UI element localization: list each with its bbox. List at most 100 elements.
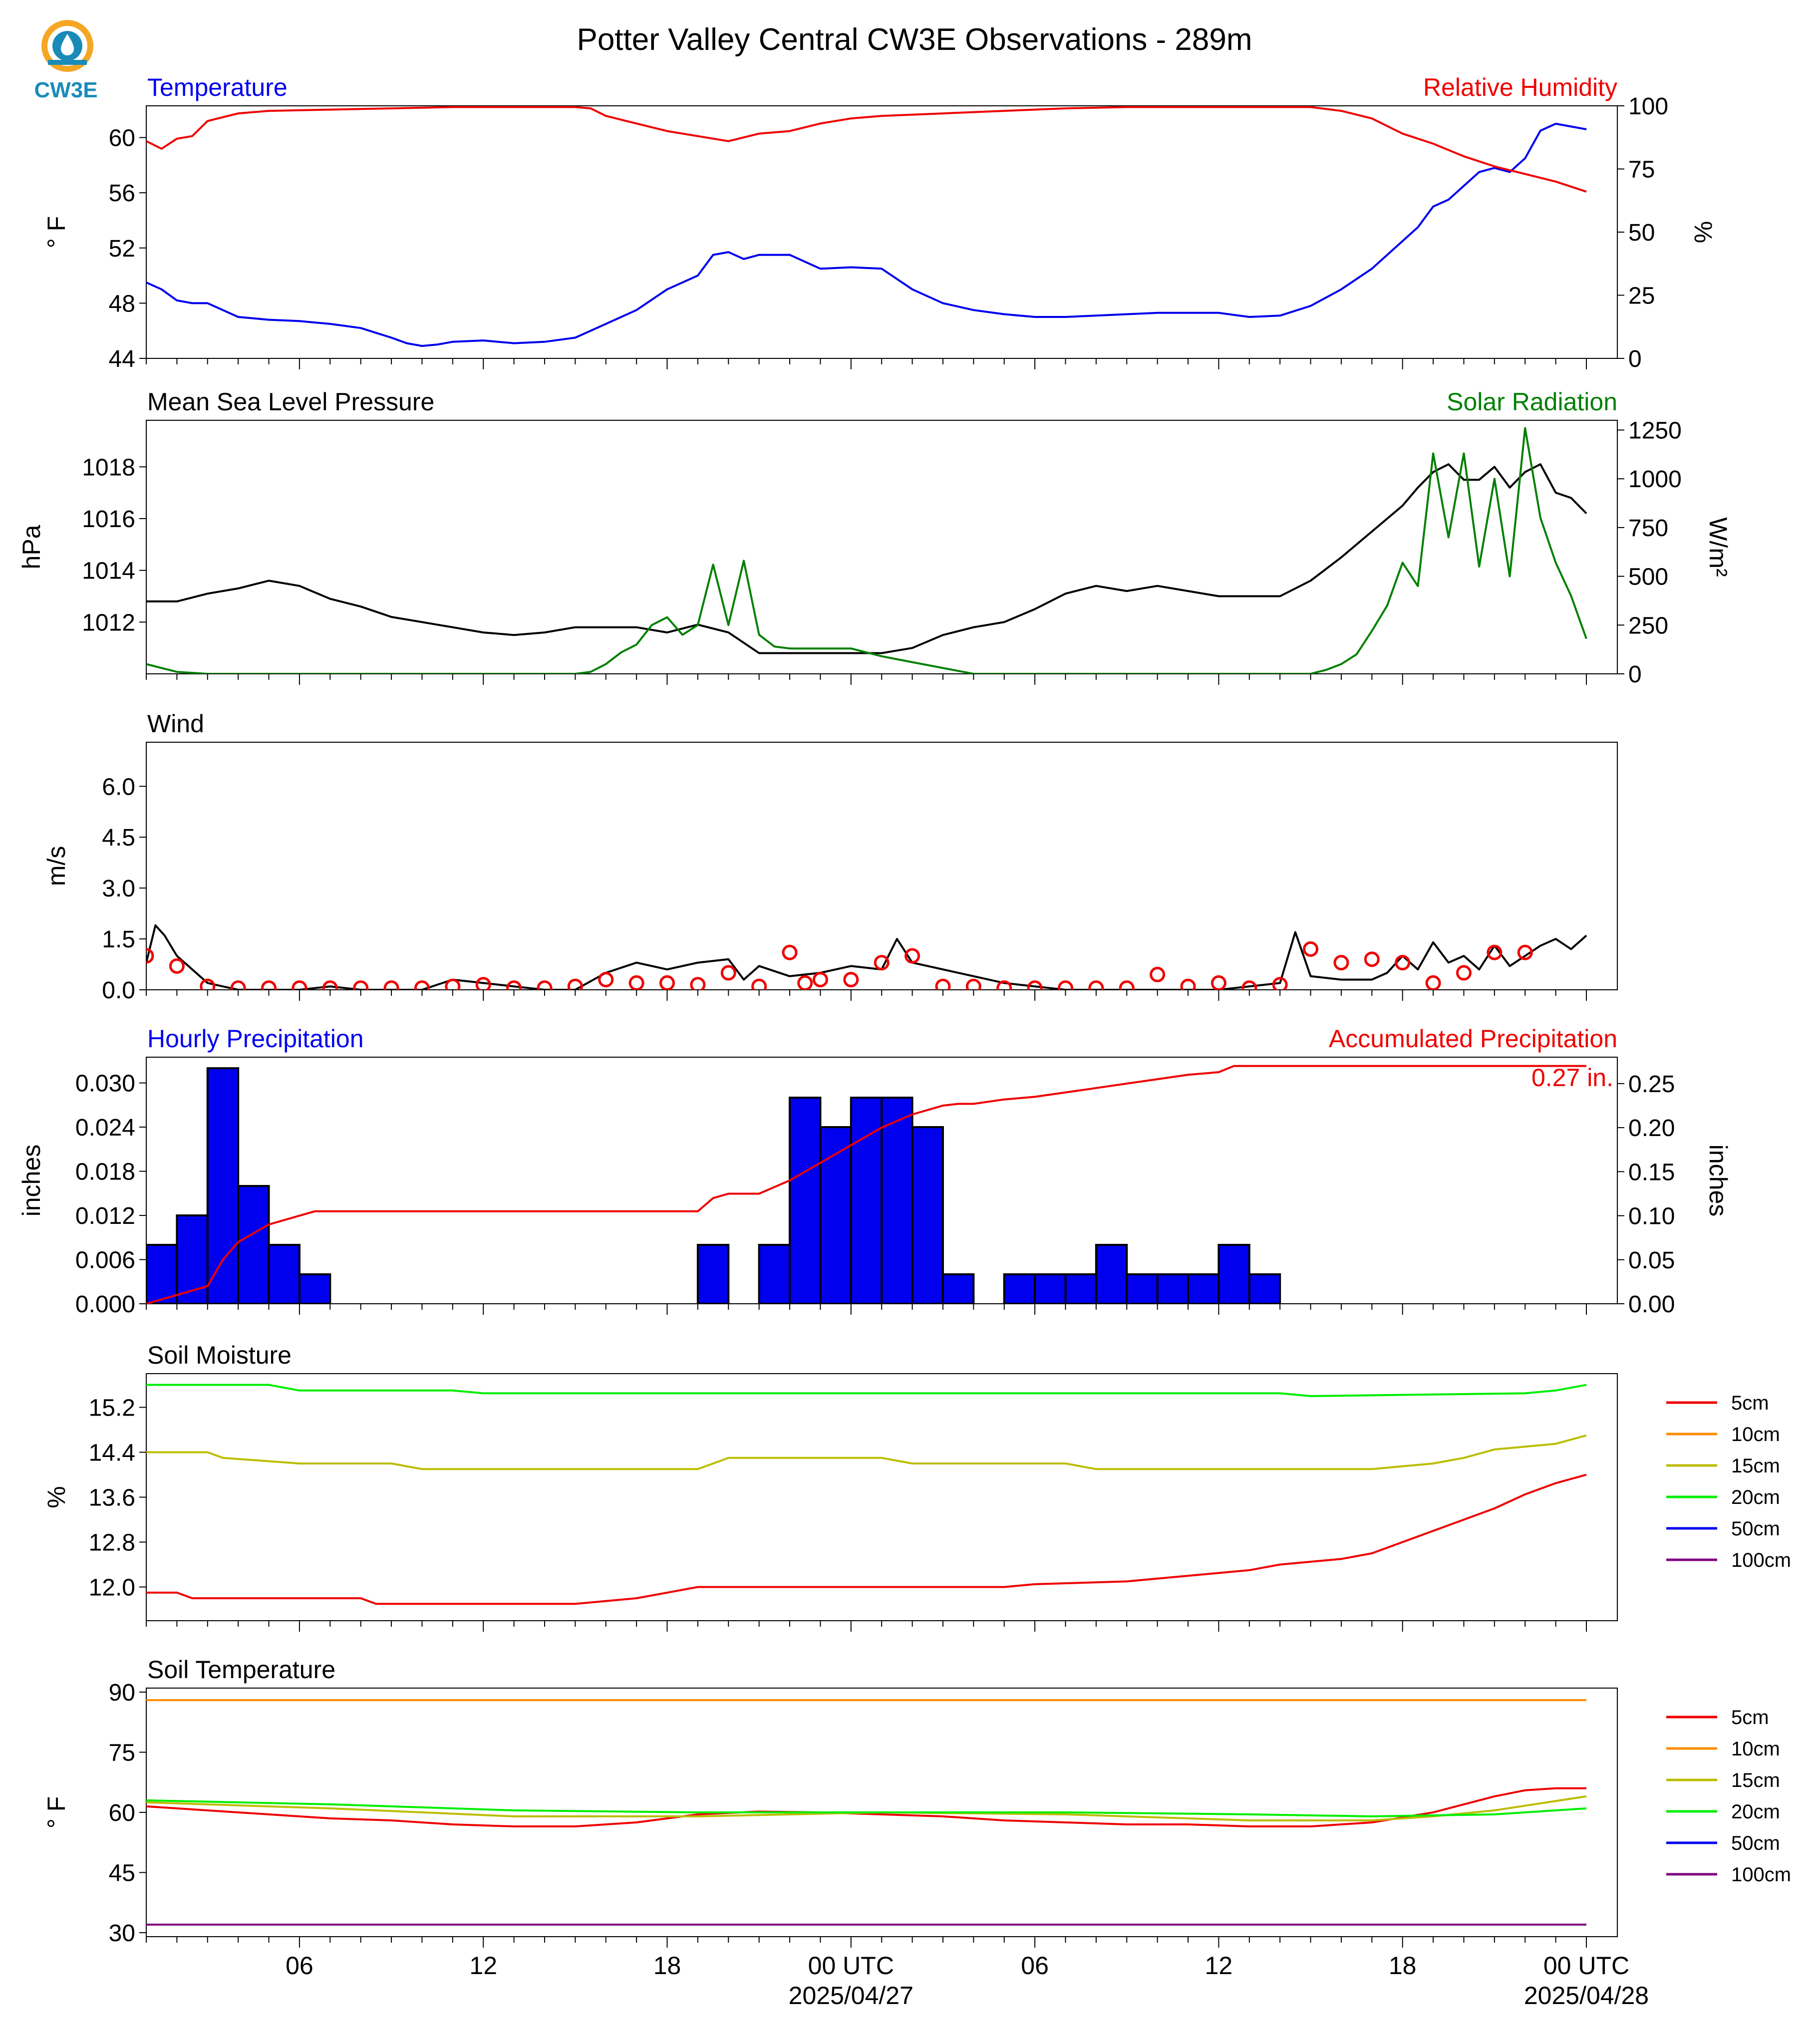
wind-barb-marker: [690, 977, 706, 990]
wind-barb-marker: [1211, 975, 1226, 990]
x-tick-label: 18: [653, 1952, 681, 1980]
y-tick-label: 60: [109, 125, 135, 152]
wind-barb-marker: [1150, 966, 1166, 982]
wind-barb-marker: [1303, 941, 1319, 957]
y-tick-label: 90: [109, 1680, 135, 1706]
precip-bar: [1095, 1244, 1128, 1304]
y2-tick-label: 750: [1628, 515, 1668, 542]
wind-barb-marker: [169, 958, 185, 974]
legend-label: 50cm: [1731, 1518, 1780, 1540]
series-20cm: [146, 1384, 1587, 1397]
y2-tick-label: 0: [1628, 661, 1642, 688]
wind-barb-marker: [1180, 978, 1196, 990]
x-date-label: 2025/04/27: [789, 1982, 913, 2010]
wind-barb-marker: [935, 978, 951, 990]
y-tick-label: 1014: [82, 558, 135, 584]
panel-title-left: Mean Sea Level Pressure: [147, 388, 434, 416]
precip-bar: [1248, 1273, 1281, 1304]
legend-label: 5cm: [1731, 1392, 1769, 1414]
legend-label: 100cm: [1731, 1549, 1791, 1571]
y-axis-label: m/s: [42, 846, 70, 886]
y2-axis-label: W/m²: [1704, 517, 1732, 577]
wind-barb-marker: [874, 955, 890, 971]
y2-tick-label: 0.05: [1628, 1247, 1675, 1274]
panel-soil-moisture: Soil Moisture 12.0 12.8 13.6 14.4 15.2% 5cm 10c…: [42, 1341, 1791, 1632]
precip-bar: [176, 1214, 209, 1304]
x-tick-label: 12: [1205, 1952, 1233, 1980]
panel-title-right: Solar Radiation: [1447, 388, 1617, 416]
legend-label: 15cm: [1731, 1455, 1780, 1477]
panel-wind: Wind 0.0 1.5 3.0 4.5 6.0 m/s: [42, 710, 1618, 1004]
wind-barb-marker: [797, 975, 813, 990]
precip-bar: [1064, 1273, 1097, 1304]
y-axis-label: %: [42, 1486, 70, 1508]
wind-barb-marker: [322, 980, 338, 990]
precip-bar: [268, 1244, 301, 1304]
precip-bar: [1003, 1273, 1036, 1304]
wind-barb-marker: [812, 972, 828, 988]
legend-label: 10cm: [1731, 1424, 1780, 1446]
x-tick-label: 06: [1021, 1952, 1049, 1980]
wind-barb-marker: [1517, 944, 1533, 960]
y2-tick-label: 25: [1628, 283, 1655, 309]
panel-frame: [146, 1373, 1618, 1621]
y-tick-label: 6.0: [102, 774, 135, 800]
series-wind: [146, 924, 1587, 990]
wind-barb-marker: [1057, 980, 1073, 990]
y-axis-label: inches: [17, 1145, 45, 1217]
y-axis-label: ° F: [42, 1796, 70, 1828]
panel-pressure-solar: Mean Sea Level Pressure Solar Radiation 10…: [17, 388, 1732, 688]
x-tick-label: 18: [1389, 1952, 1417, 1980]
y-tick-label: 44: [109, 346, 135, 372]
wind-barb-marker: [1088, 980, 1104, 990]
panel-title-left: Soil Temperature: [147, 1656, 335, 1684]
panel-soil-temperature: Soil Temperature 30 45 60 75 90 ° F 5cm 10cm 15cm…: [42, 1656, 1791, 1948]
precip-bar: [237, 1185, 270, 1304]
y-tick-label: 0.024: [75, 1115, 135, 1141]
data-layer: [146, 1699, 1587, 1926]
logo-text: CW3E: [34, 78, 97, 102]
series-15cm: [146, 1434, 1587, 1470]
precip-bar: [850, 1097, 883, 1304]
precip-bar: [1156, 1273, 1190, 1304]
y-tick-label: 56: [109, 180, 135, 207]
x-date-label: 2025/04/28: [1524, 1982, 1649, 2010]
series-mean-sea-level-pressure: [146, 463, 1587, 654]
y-tick-label: 0.000: [75, 1291, 135, 1318]
y-tick-label: 1.5: [102, 926, 135, 953]
wind-barb-marker: [1333, 955, 1349, 971]
wind-barb-marker: [1241, 980, 1257, 990]
y2-tick-label: 75: [1628, 157, 1655, 183]
precip-bar: [1187, 1273, 1220, 1304]
y-tick-label: 15.2: [89, 1395, 135, 1422]
y2-tick-label: 0: [1628, 346, 1642, 372]
legend-label: 20cm: [1731, 1486, 1780, 1508]
wind-barb-marker: [146, 948, 154, 964]
wind-barb-marker: [751, 978, 767, 990]
wind-barb-marker: [261, 980, 277, 990]
panels: Temperature Relative Humidity 44 48 52 56 60 ° …: [17, 73, 1791, 2010]
panel-precipitation: Hourly Precipitation Accumulated Precipit…: [17, 1025, 1732, 1318]
y2-tick-label: 250: [1628, 612, 1668, 639]
y2-tick-label: 100: [1628, 93, 1668, 120]
x-tick-label: 00 UTC: [808, 1952, 894, 1980]
wind-barb-marker: [383, 980, 399, 990]
panel-frame: [146, 742, 1618, 990]
wind-barb-marker: [628, 975, 644, 990]
precip-bar: [941, 1273, 975, 1304]
y2-tick-label: 0.00: [1628, 1291, 1675, 1318]
panel-title-right: Accumulated Precipitation: [1329, 1025, 1617, 1053]
y-tick-label: 1012: [82, 609, 135, 636]
series-relative-humidity: [146, 106, 1587, 193]
y2-axis-label: %: [1689, 221, 1717, 243]
y-axis-label: hPa: [17, 525, 45, 569]
wind-barb-marker: [414, 980, 430, 990]
y-tick-label: 0.018: [75, 1159, 135, 1185]
panel-title-left: Wind: [147, 710, 204, 738]
panel-title-right: Relative Humidity: [1423, 73, 1617, 101]
x-tick-label: 06: [286, 1952, 313, 1980]
panel-frame: [146, 420, 1618, 674]
wind-barb-marker: [782, 944, 798, 960]
panel-title-left: Hourly Precipitation: [147, 1025, 364, 1053]
